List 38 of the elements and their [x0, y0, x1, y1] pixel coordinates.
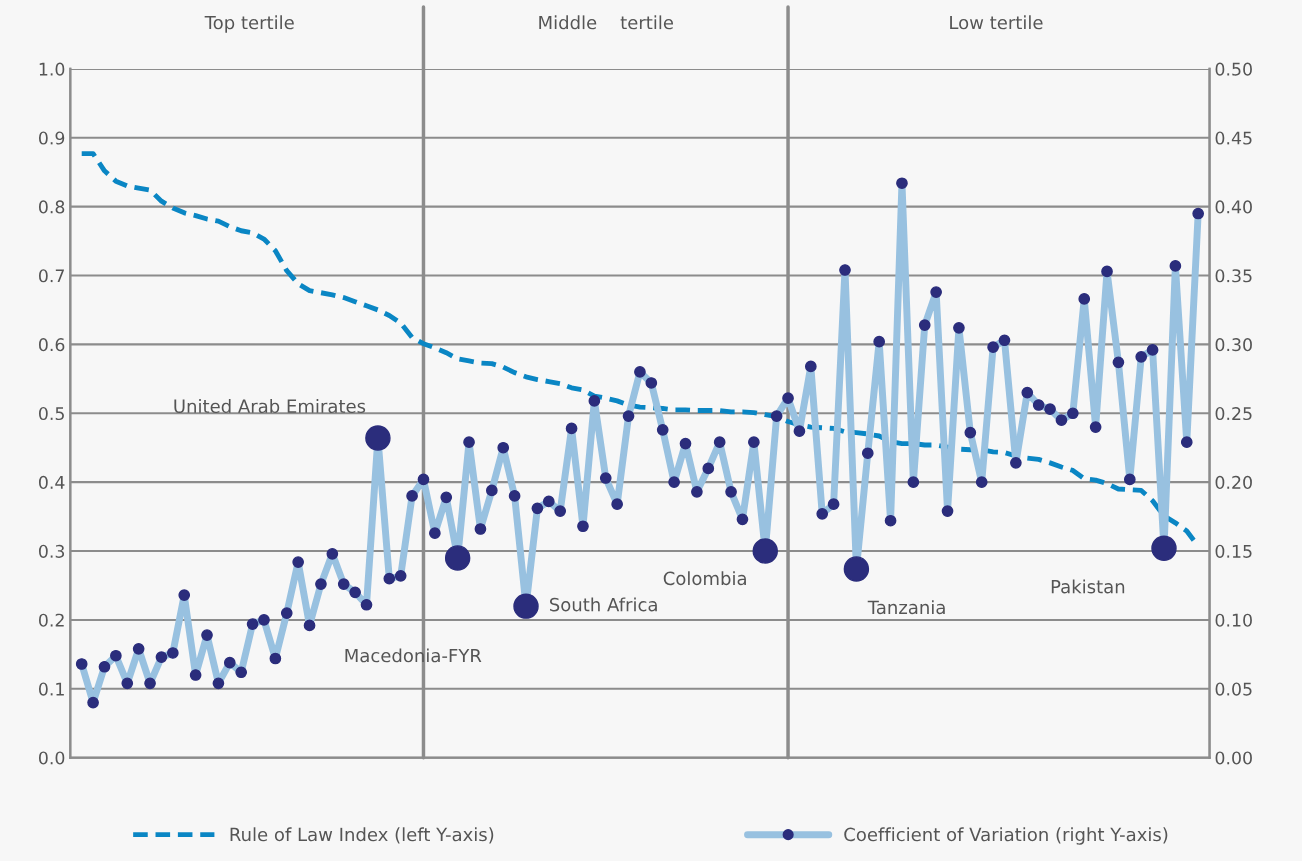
text: Top tertile	[204, 15, 294, 33]
y2-tick-label: 0.00	[1215, 751, 1252, 765]
legend-label: Rule of Law Index (left Y-axis)	[230, 827, 494, 844]
y-tick-label: 0.5	[38, 406, 64, 421]
annotation: South Africa	[549, 597, 657, 612]
y2-tick-label: 0.15	[1215, 544, 1252, 558]
annotation: Tanzania	[867, 600, 945, 615]
y-tick-label: 0.3	[38, 544, 65, 558]
y-tick-label: 0.9	[38, 131, 65, 145]
annotation: Pakistan	[1051, 579, 1125, 594]
point	[752, 538, 778, 564]
y2-tick-label: 0.10	[1215, 613, 1252, 627]
point	[843, 556, 870, 582]
y2-tick-label: 0.25	[1215, 406, 1252, 421]
point	[513, 593, 539, 619]
y2-tick-label: 0.45	[1215, 131, 1252, 145]
y2-tick-label: 0.30	[1215, 338, 1252, 352]
annotation: United Arab Emirates	[174, 399, 366, 414]
y-tick-label: 0.7	[38, 269, 64, 283]
text: Low tertile	[950, 15, 1043, 30]
y-tick-label: 0.2	[38, 613, 64, 627]
point	[444, 545, 471, 571]
y2-tick-label: 0.50	[1215, 62, 1252, 76]
y2-tick-label: 0.20	[1215, 475, 1252, 489]
y2-tick-label: 0.05	[1215, 682, 1252, 696]
point	[365, 425, 391, 451]
y-tick-label: 0.6	[38, 338, 65, 352]
y-tick-label: 0.8	[38, 200, 65, 214]
y2-tick-label: 0.40	[1215, 200, 1252, 214]
y2-tick-label: 0.35	[1215, 269, 1252, 283]
legend-label: Coefficient of Variation (right Y-axis)	[844, 827, 1168, 845]
y-tick-label: 0.0	[38, 751, 65, 765]
y-tick-label: 0.1	[38, 682, 64, 696]
y-tick-label: 1.0	[39, 62, 65, 76]
y-tick-label: 0.4	[38, 475, 65, 489]
text: Middle tertile	[539, 15, 674, 30]
point	[1151, 535, 1177, 562]
annotation: Colombia	[663, 571, 746, 586]
